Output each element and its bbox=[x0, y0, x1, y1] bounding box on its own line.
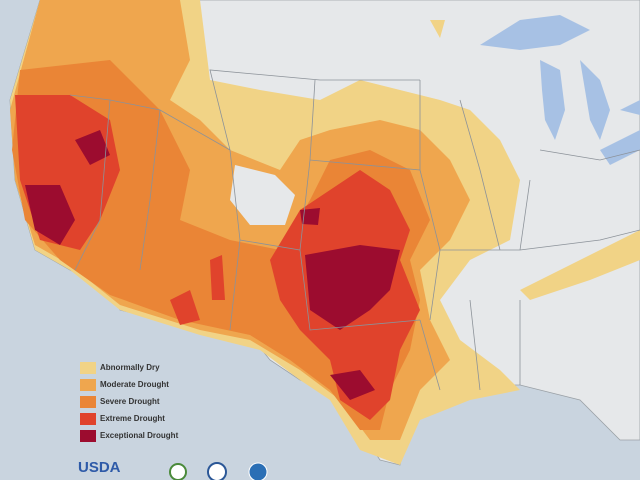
legend-label: Moderate Drought bbox=[100, 380, 169, 389]
agency-logos bbox=[169, 462, 268, 480]
legend-label: Exceptional Drought bbox=[100, 431, 179, 440]
usda-logo: USDA bbox=[78, 459, 121, 476]
drought-region bbox=[25, 130, 400, 400]
great-lakes bbox=[480, 15, 640, 165]
legend-label: Abnormally Dry bbox=[100, 363, 160, 372]
legend-swatch bbox=[80, 379, 96, 391]
state-borders bbox=[69, 69, 640, 391]
legend-swatch bbox=[80, 413, 96, 425]
legend-swatch bbox=[80, 396, 96, 408]
legend-label: Extreme Drought bbox=[100, 414, 165, 423]
legend-label: Severe Drought bbox=[100, 397, 160, 406]
drought-region bbox=[15, 95, 420, 420]
drought-areas bbox=[10, 0, 640, 465]
legend-swatch bbox=[80, 430, 96, 442]
legend: Abnormally Dry Moderate Drought Severe Dro… bbox=[80, 362, 179, 442]
legend-swatch bbox=[80, 362, 96, 374]
